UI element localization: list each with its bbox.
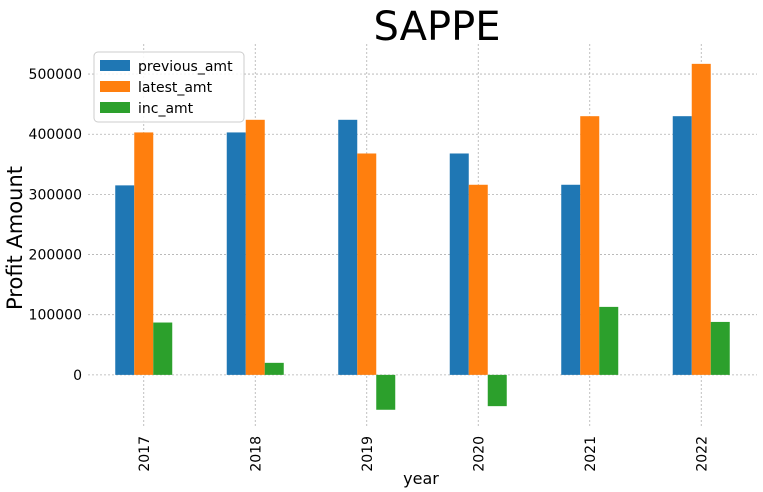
y-tick-label: 100000 xyxy=(29,308,82,324)
bar-inc_amt-2021 xyxy=(599,306,619,375)
y-tick-label: 200000 xyxy=(29,248,82,264)
bar-latest_amt-2021 xyxy=(580,116,600,375)
legend-label-latest_amt: latest_amt xyxy=(138,80,213,96)
y-tick-label: 500000 xyxy=(29,67,82,83)
y-tick-label: 400000 xyxy=(29,127,82,143)
legend: previous_amt latest_amt inc_amt xyxy=(93,51,245,123)
x-tick-label: 2018 xyxy=(248,436,264,472)
tick-labels: 0 100000 200000 300000 400000 500000 2017 2018 2… xyxy=(29,67,711,472)
bar-previous_amt-2019 xyxy=(338,119,358,375)
legend-swatch-previous_amt xyxy=(100,60,130,71)
y-tick-label: 0 xyxy=(73,368,82,384)
bar-latest_amt-2018 xyxy=(245,119,265,375)
grid-lines xyxy=(88,44,757,426)
legend-label-inc_amt: inc_amt xyxy=(138,101,194,117)
bar-latest_amt-2019 xyxy=(357,153,377,375)
x-axis-label: year xyxy=(403,469,439,488)
x-tick-label: 2022 xyxy=(694,436,710,472)
bar-inc_amt-2022 xyxy=(710,321,730,375)
bar-inc_amt-2018 xyxy=(264,362,284,375)
bar-inc_amt-2019 xyxy=(376,374,396,410)
bar-previous_amt-2020 xyxy=(449,153,469,375)
x-tick-label: 2019 xyxy=(360,436,376,472)
legend-swatch-latest_amt xyxy=(100,81,130,92)
bars xyxy=(115,63,730,410)
bar-latest_amt-2020 xyxy=(468,184,488,375)
bar-previous_amt-2018 xyxy=(226,132,246,375)
legend-box xyxy=(93,51,245,123)
x-tick-label: 2017 xyxy=(137,436,153,472)
legend-label-previous_amt: previous_amt xyxy=(138,59,233,75)
bar-previous_amt-2022 xyxy=(672,116,692,375)
bar-inc_amt-2017 xyxy=(153,322,173,375)
bar-latest_amt-2017 xyxy=(134,132,154,375)
bar-latest_amt-2022 xyxy=(691,63,711,375)
x-tick-label: 2021 xyxy=(583,436,599,472)
chart-title: SAPPE xyxy=(373,4,500,50)
x-tick-label: 2020 xyxy=(471,436,487,472)
bar-previous_amt-2021 xyxy=(561,184,581,375)
bar-previous_amt-2017 xyxy=(115,185,135,375)
y-tick-label: 300000 xyxy=(29,187,82,203)
y-axis-label: Profit Amount xyxy=(3,166,27,310)
legend-swatch-inc_amt xyxy=(100,102,130,113)
bar-inc_amt-2020 xyxy=(487,374,507,407)
